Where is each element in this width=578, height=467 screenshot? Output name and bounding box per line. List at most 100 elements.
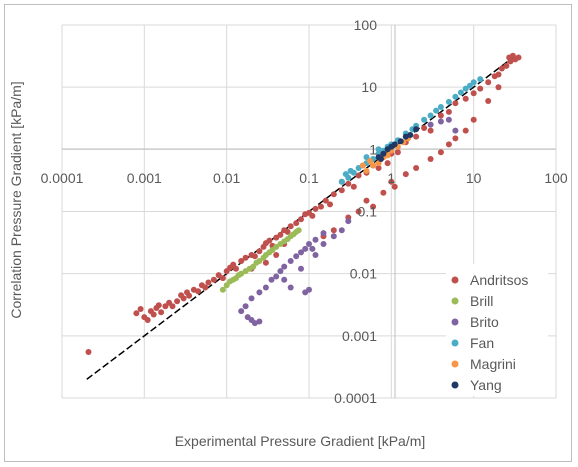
brito-point [309,245,316,252]
andritsos-point [144,317,151,323]
yang-point [413,126,420,133]
andritsos-point [251,253,258,260]
andritsos-point [298,216,304,223]
brill-point [238,270,245,277]
andritsos-point [445,108,452,115]
andritsos-point [413,165,420,171]
andritsos-point [180,295,187,302]
brito-point [302,245,309,252]
andritsos-point [495,84,502,91]
andritsos-point [155,302,162,309]
brito-point [312,252,319,258]
andritsos-point [470,90,477,97]
fan-point [421,116,428,123]
legend-marker-magrini [451,360,459,368]
andritsos-point [137,306,144,312]
brito-point [281,276,288,283]
andritsos-point [186,292,193,299]
yang-point [391,141,398,148]
brito-point [445,116,452,123]
andritsos-point [287,223,294,230]
magrini-point [359,162,366,169]
brill-point [295,227,302,234]
andritsos-point [370,203,377,210]
legend-label-brito: Brito [470,314,499,330]
andritsos-point [219,275,226,282]
x-tick-label: 0.0001 [41,170,84,186]
andritsos-point [462,127,469,134]
andritsos-point [293,220,300,227]
yang-point [397,138,404,145]
brito-point [256,289,263,296]
andritsos-point [380,189,387,196]
brito-point [338,227,345,234]
legend-marker-fan [451,339,459,347]
andritsos-point [470,116,477,123]
legend-label-brill: Brill [470,293,493,309]
andritsos-point [437,112,444,119]
andritsos-point [485,98,492,104]
brito-point [273,273,280,280]
andritsos-point [498,65,505,72]
brito-point [262,284,269,291]
y-tick-label: 0.01 [350,266,377,282]
andritsos-point [477,85,484,92]
andritsos-point [384,160,391,167]
andritsos-point [233,265,239,272]
brito-point [437,118,444,125]
legend-label-fan: Fan [470,335,494,351]
brito-point [306,286,312,293]
andritsos-point [427,156,434,162]
legend-label-yang: Yang [470,377,502,393]
x-tick-label: 100 [544,170,568,186]
y-tick-label: 0.0001 [334,390,377,406]
legend-marker-andritsos [451,276,459,284]
andritsos-point [215,272,222,279]
andritsos-point [462,95,469,102]
fan-point [470,79,477,86]
legend-background [446,264,548,396]
axes [62,25,556,398]
andritsos-point [284,228,291,235]
andritsos-point [273,252,280,258]
brito-point [298,265,304,272]
legend-marker-brito [451,318,459,326]
andritsos-point [205,279,212,286]
andritsos-point [495,71,502,78]
andritsos-point [503,62,510,69]
yang-point [402,133,409,140]
legend-label-andritsos: Andritsos [470,272,528,288]
brito-point [320,241,327,247]
brito-point [427,121,434,128]
brito-point [277,268,284,275]
y-tick-label: 100 [354,17,378,33]
andritsos-point [338,187,345,194]
andritsos-point [158,309,165,316]
brito-point [281,263,288,270]
andritsos-point [318,203,324,210]
andritsos-point [427,127,434,134]
andritsos-point [169,303,176,310]
andritsos-point [355,172,362,179]
andritsos-point [256,248,263,255]
yang-point [378,156,384,162]
brito-point [306,241,312,247]
andritsos-point [85,349,92,355]
andritsos-point [375,165,382,171]
andritsos-point [388,178,395,185]
brill-point [273,243,280,250]
andritsos-point [174,298,181,305]
x-tick-label: 1 [387,170,395,186]
andritsos-point [485,79,492,86]
x-tick-label: 0.01 [213,170,240,186]
reference-line-layer [86,56,514,380]
legend: Andritsos Brill Brito Fan Magrini Yang [446,264,548,396]
andritsos-point [312,205,319,212]
reference-line [86,56,514,380]
andritsos-point [402,171,409,178]
brito-point [287,284,294,291]
magrini-point [367,158,373,164]
brito-point [287,258,294,264]
brito-point [298,249,304,256]
